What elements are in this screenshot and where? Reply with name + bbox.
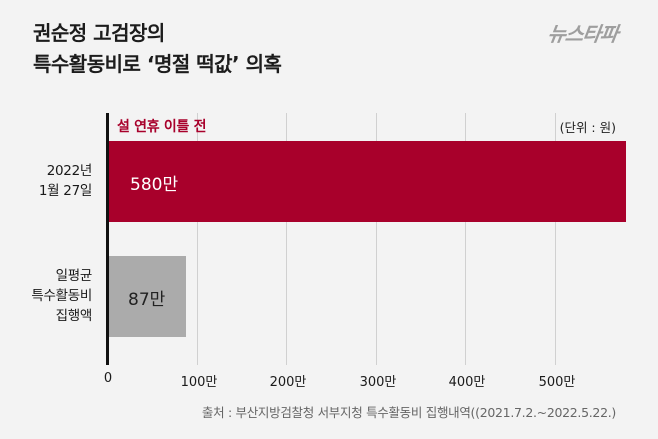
- category-line: 1월 27일: [38, 183, 92, 199]
- category-line: 특수활동비: [31, 288, 92, 304]
- bar-value-daily-average: 87만: [128, 290, 166, 310]
- chart-subtitle: 설 연휴 이틀 전: [117, 119, 207, 135]
- x-tick-400: 400만: [448, 375, 486, 390]
- title-line-1: 권순정 고검장의: [33, 21, 165, 45]
- gridline-300: [376, 113, 377, 365]
- category-line: 2022년: [46, 163, 93, 179]
- x-tick-500: 500만: [538, 375, 576, 390]
- chart-title: 권순정 고검장의 특수활동비로 ‘명절 떡값’ 의혹: [33, 18, 282, 80]
- y-axis-line: [106, 113, 109, 365]
- gridline-200: [286, 113, 287, 365]
- gridline-100: [197, 113, 198, 365]
- bar-jan27: [109, 141, 626, 222]
- category-label-jan27: 2022년 1월 27일: [39, 161, 92, 201]
- gridline-500: [555, 113, 556, 365]
- x-tick-300: 300만: [359, 375, 397, 390]
- category-label-daily-average: 일평균 특수활동비 집행액: [31, 266, 92, 326]
- bar-daily-average: [109, 256, 186, 337]
- category-line: 집행액: [55, 308, 93, 324]
- title-line-2: 특수활동비로 ‘명절 떡값’ 의혹: [33, 52, 282, 76]
- x-tick-200: 200만: [269, 375, 307, 390]
- gridline-400: [465, 113, 466, 365]
- source-note: 출처 : 부산지방검찰청 서부지청 특수활동비 집행내역((2021.7.2.~…: [201, 405, 616, 420]
- x-tick-100: 100만: [180, 375, 218, 390]
- unit-label: (단위 : 원): [559, 120, 616, 135]
- category-line: 일평균: [55, 268, 93, 284]
- bar-value-jan27: 580만: [130, 175, 179, 195]
- x-tick-0: 0: [103, 371, 113, 386]
